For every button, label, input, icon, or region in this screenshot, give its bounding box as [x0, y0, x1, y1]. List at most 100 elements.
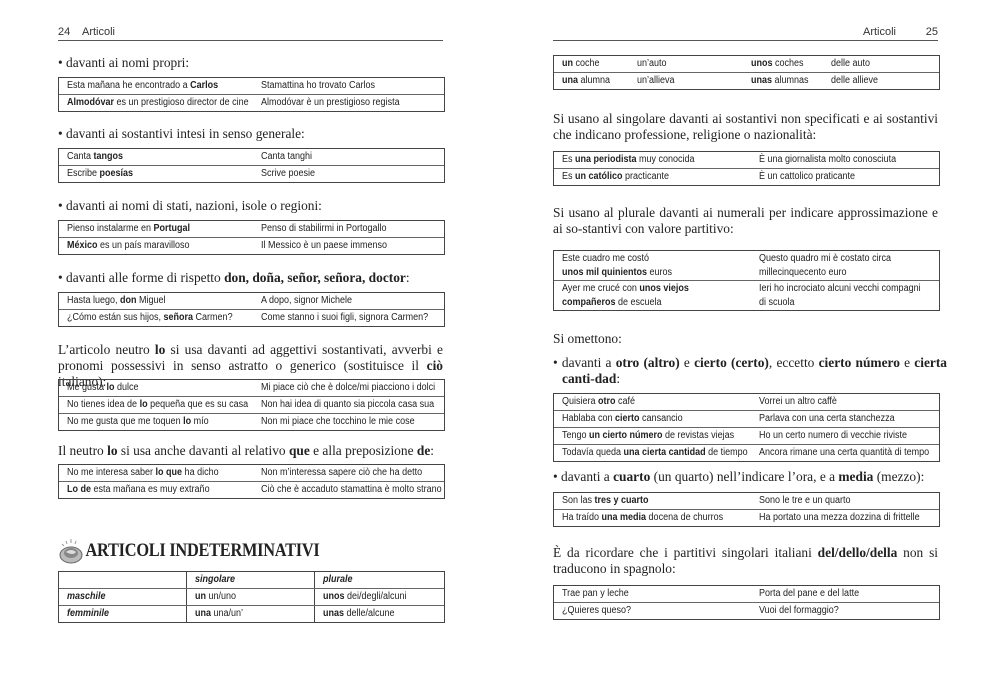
paragraph: L’articolo neutro lo si usa davanti ad a…: [58, 342, 443, 390]
table-cell: Canta tangos: [59, 149, 253, 165]
table-cell: singolare: [186, 572, 314, 588]
text-span: • davanti ai nomi di stati, nazioni, iso…: [58, 198, 322, 213]
bullet-item: • davanti ai sostantivi intesi in senso …: [58, 126, 452, 142]
text-span: docena de churros: [646, 512, 724, 523]
text-span: unos mil quinientos: [562, 267, 648, 278]
table-row: Tengo un cierto número de revistas vieja…: [554, 427, 939, 444]
text-span: :: [405, 270, 410, 285]
text-span: Canta tanghi: [261, 151, 313, 162]
table-cell: femminile: [59, 606, 186, 622]
text-span: cuarto: [613, 469, 651, 484]
cell-text: Es un católico practicante: [562, 170, 669, 184]
text-span: No me gusta que me toquen: [67, 416, 184, 427]
page-header: 24 Articoli: [58, 26, 443, 41]
text-span: una media: [601, 512, 647, 523]
table-cell: Vorrei un altro caffè: [751, 394, 937, 410]
text-span: cierta canti-dad: [562, 355, 948, 386]
text-span: Lo de: [67, 484, 92, 495]
cell-text: Porta del pane e del latte: [759, 587, 859, 601]
cell-text: Non m’interessa sapere ciò che ha detto: [261, 466, 422, 480]
cell-text: Pienso instalarme en Portugal: [67, 222, 190, 236]
cell-text: Tengo un cierto número de revistas vieja…: [562, 429, 734, 443]
text-span: un’allieva: [637, 75, 675, 86]
cell-text: Sono le tre e un quarto: [759, 494, 851, 508]
example-table: Quisiera otro café Vorrei un altro caffè H…: [553, 393, 940, 462]
paragraph: Si usano al singolare davanti ai sostant…: [553, 111, 938, 143]
example-table: Canta tangos Canta tanghi Escribe poesías S…: [58, 148, 445, 183]
table-cell: Canta tanghi: [253, 149, 442, 165]
text-span: unos: [751, 58, 773, 69]
cell-text: No me gusta que me toquen lo mío: [67, 415, 209, 429]
cell-text: Vorrei un altro caffè: [759, 395, 837, 409]
text-span: poesías: [99, 168, 134, 179]
table-cell: plurale: [314, 572, 442, 588]
text-span: mío: [191, 416, 209, 427]
text-span: ¿Cómo están sus hijos,: [67, 312, 164, 323]
table-row: Hasta luego, don Miguel A dopo, signor Mi…: [59, 293, 444, 309]
text-span: e: [899, 355, 915, 370]
text-span: don: [120, 295, 137, 306]
cell-text: Ho un certo numero di vecchie riviste: [759, 429, 907, 443]
text-span: A dopo, signor Michele: [261, 295, 353, 306]
cell-text: Parlava con una certa stanchezza: [759, 412, 895, 426]
table-cell: ¿Quieres queso?: [554, 603, 751, 619]
cell-text: Almodóvar è un prestigioso regista: [261, 96, 400, 110]
text-span: un: [562, 58, 573, 69]
table-row: Es una periodista muy conocida È una gior…: [554, 152, 939, 168]
table-cell: Escribe poesías: [59, 166, 253, 182]
cell-text: Come stanno i suoi figli, signora Carmen…: [261, 311, 428, 325]
text-span: , eccetto: [768, 355, 819, 370]
table-cell: Ayer me crucé con unos viejos compañeros…: [554, 281, 751, 310]
text-span: e: [679, 355, 695, 370]
table-row: ¿Cómo están sus hijos, señora Carmen? Com…: [59, 309, 444, 326]
text-span: delle/alcune: [344, 608, 395, 619]
cell-text: unos coches: [751, 57, 804, 71]
table-cell: No tienes idea de lo pequeña que es su c…: [59, 397, 253, 413]
text-span: italiano):: [58, 374, 107, 389]
text-span: tangos: [93, 151, 124, 162]
text-span: Il neutro: [58, 443, 108, 458]
cell-text: Questo quadro mi è costato circa milleci…: [759, 252, 891, 280]
table-cell: Es una periodista muy conocida: [554, 152, 751, 168]
text-span: señora: [163, 312, 194, 323]
paragraph: È da ricordare che i partitivi singolari…: [553, 545, 938, 577]
cell-text: delle auto: [831, 57, 870, 71]
table-cell: Ha traído una media docena de churros: [554, 510, 751, 526]
text-span: Mi piace ciò che è dolce/mi piacciono i …: [261, 382, 436, 393]
text-span: si usa anche davanti al relativo: [117, 443, 289, 458]
table-row: Almodóvar es un prestigioso director de …: [59, 94, 444, 111]
text-span: È una giornalista molto conosciuta: [759, 154, 897, 165]
table-cell: un coche: [554, 56, 629, 72]
cell-text: unos dei/degli/alcuni: [323, 590, 407, 604]
text-span: dulce: [114, 382, 139, 393]
table-cell: una una/un’: [186, 606, 314, 622]
text-span: Trae pan y leche: [562, 588, 629, 599]
bullet-item: • davanti ai nomi propri:: [58, 55, 452, 71]
cell-text: ¿Cómo están sus hijos, señora Carmen?: [67, 311, 233, 325]
text-span: Parlava con una certa stanchezza: [759, 413, 895, 424]
table-cell: Non mi piace che tocchino le mie cose: [253, 414, 442, 430]
table-cell: Almodóvar es un prestigioso director de …: [59, 95, 253, 111]
section-heading: ARTICOLI INDETERMINATIVI: [58, 538, 443, 564]
cell-text: una alumna: [562, 74, 610, 88]
cell-text: Non hai idea di quanto sia piccola casa …: [261, 398, 434, 412]
table-cell: delle auto: [823, 56, 937, 72]
cell-text: Lo de esta mañana es muy extraño: [67, 483, 210, 497]
table-row: Quisiera otro café Vorrei un altro caffè: [554, 394, 939, 410]
table-cell: Scrive poesie: [253, 166, 442, 182]
table-cell: Lo de esta mañana es muy extraño: [59, 482, 253, 498]
text-span: Este cuadro me costó: [562, 253, 650, 264]
cell-text: Ha portato una mezza dozzina di frittell…: [759, 511, 920, 525]
table-cell: Todavía queda una cierta cantidad de tie…: [554, 445, 751, 461]
cell-text: Mi piace ciò che è dolce/mi piacciono i …: [261, 381, 435, 395]
paragraph: Si usano al plurale davanti ai numerali …: [553, 205, 938, 237]
text-span: Questo quadro mi è costato circa milleci…: [759, 253, 892, 278]
table-cell: Este cuadro me costó unos mil quinientos…: [554, 251, 751, 280]
table-row: Esta mañana he encontrado a Carlos Stamat…: [59, 78, 444, 94]
cell-text: Este cuadro me costó unos mil quinientos…: [562, 252, 672, 280]
table-cell: delle allieve: [823, 73, 937, 89]
text-span: Me gusta: [67, 382, 107, 393]
table-row: una alumna un’allieva unas alumnas delle al…: [554, 72, 939, 89]
table-row: Todavía queda una cierta cantidad de tie…: [554, 444, 939, 461]
table-cell: unas delle/alcune: [314, 606, 442, 622]
